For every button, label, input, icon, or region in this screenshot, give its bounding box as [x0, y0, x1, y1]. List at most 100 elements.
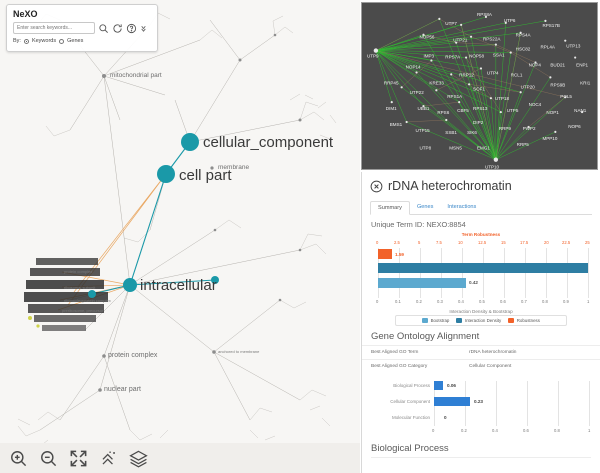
- gene-label-pol5: POL5: [560, 94, 572, 99]
- gene-label-bms1: BMS1: [390, 122, 403, 127]
- gene-edges-brown: [375, 18, 566, 160]
- term-detail-panel[interactable]: rDNA heterochromatin Summary Genes Inter…: [361, 172, 600, 473]
- search-icon[interactable]: [98, 23, 109, 34]
- go-alignment-chart: Biological Process 0.06 Cellular Compone…: [370, 379, 592, 441]
- gene-label-rps7a: RPS7A: [445, 55, 461, 60]
- filter-row[interactable]: By: Keywords Genes: [13, 38, 151, 44]
- gene-label-rrp9: RRP9: [499, 126, 512, 131]
- cluster-label-preribosome: preribosome, precursor: [62, 308, 104, 313]
- gene-interaction-network-panel[interactable]: UTP9 UTP10 RPS8A UTP6 UTP7 RPS17B NOP56 …: [361, 2, 598, 170]
- gene-label-nop4: NOP4: [529, 62, 542, 67]
- gene-label-ssb1: SSB1: [445, 130, 457, 135]
- radio-keywords-label: Keywords: [31, 38, 57, 44]
- gene-label-pwp2: PWP2: [523, 126, 536, 131]
- gene-label-imp3: IMP3: [423, 54, 434, 59]
- gene-label-nop6: NOP6: [568, 124, 581, 129]
- unique-term-id: Unique Term ID: NEXO:8854: [371, 220, 466, 229]
- gene-label-rcl1: RCL1: [511, 72, 523, 77]
- go-key-best-category: Best Aligned GO Category: [371, 364, 428, 369]
- tab-interactions[interactable]: Interactions: [447, 204, 477, 210]
- gridline: [589, 381, 590, 426]
- tree-small-nodes: [98, 33, 302, 392]
- tab-genes[interactable]: Genes: [416, 204, 434, 210]
- legend-item-bootstrap: Bootstrap: [422, 318, 449, 323]
- robustness-chart: Term Robustness 0 2.5 5 7.5 10 12.5 15 1…: [370, 232, 592, 314]
- gene-label-nop56: NOP56: [420, 35, 435, 40]
- bottom-tick: 1: [587, 299, 590, 304]
- gene-label-rps13: RPS13: [473, 106, 488, 111]
- go-key-best-term: Best Aligned GO Term: [371, 350, 419, 355]
- bar-robustness: [378, 249, 392, 259]
- legend-swatch-bootstrap: [422, 318, 429, 323]
- gene-label-utp9: UTP9: [367, 54, 379, 59]
- tree-highlight-edges-teal: [91, 141, 216, 295]
- gene-label-dip2: DIP2: [473, 120, 484, 125]
- fit-screen-icon[interactable]: [69, 449, 88, 468]
- gene-label-nop58: NOP58: [469, 54, 484, 59]
- zoom-in-icon[interactable]: [9, 449, 28, 468]
- legend-item-robustness: Robustness: [508, 318, 540, 323]
- close-circle-icon[interactable]: [370, 180, 383, 193]
- go-value-best-term: rDNA heterochromatin: [469, 350, 517, 355]
- gridline: [441, 248, 442, 298]
- legend-item-interaction-density: Interaction Density: [456, 318, 501, 323]
- tab-summary[interactable]: Summary: [370, 201, 410, 215]
- top-tick: 0: [376, 240, 379, 245]
- go-tick: 0: [432, 428, 435, 433]
- gene-label-rpl4a: RPL4A: [540, 45, 555, 50]
- gridline: [420, 248, 421, 298]
- gridline: [378, 248, 379, 298]
- zoom-out-icon[interactable]: [39, 449, 58, 468]
- gene-network-graph[interactable]: UTP9 UTP10 RPS8A UTP6 UTP7 RPS17B NOP56 …: [362, 3, 597, 170]
- bottom-tick: 0.5: [479, 299, 485, 304]
- gene-label-rps8a: RPS8A: [477, 12, 493, 17]
- bottom-tick: 0.8: [542, 299, 548, 304]
- collapse-all-icon[interactable]: [99, 449, 118, 468]
- search-card[interactable]: NeXO By: Keywords Genes: [6, 4, 158, 52]
- node-label-mitochondrial-part: mitochondrial part: [110, 72, 162, 79]
- search-row[interactable]: [13, 22, 151, 34]
- radio-genes-label: Genes: [67, 38, 84, 44]
- tree-toolbar[interactable]: [0, 443, 360, 473]
- go-tick: 1: [588, 428, 591, 433]
- app-title: NeXO: [13, 9, 38, 19]
- cluster-label-protein-complex: protein complex: [64, 269, 93, 274]
- ontology-tree-graph[interactable]: [0, 0, 360, 473]
- top-tick: 25: [585, 240, 590, 245]
- go-row-best-category: Best Aligned GO Category Cellular Compon…: [362, 359, 600, 373]
- gridline: [483, 248, 484, 298]
- go-cat-molecular-function: Molecular Function: [391, 415, 430, 420]
- radio-genes[interactable]: [59, 38, 65, 44]
- top-tick: 15: [501, 240, 506, 245]
- detail-tabs[interactable]: Summary Genes Interactions: [370, 201, 592, 215]
- gene-label-utp15: UTP15: [416, 128, 431, 133]
- go-val-cellular-component: 0.23: [474, 399, 483, 404]
- go-val-molecular-function: 0: [444, 415, 447, 420]
- go-tick: 0.4: [492, 428, 498, 433]
- gene-label-rps1a: RPS1A: [447, 94, 463, 99]
- gene-label-mpp10: MPP10: [542, 136, 557, 141]
- bottom-tick: 0.9: [563, 299, 569, 304]
- help-icon[interactable]: [126, 23, 137, 34]
- gridline: [527, 381, 528, 426]
- filter-by-label: By:: [13, 38, 21, 44]
- gene-label-sof1: SOF1: [473, 86, 485, 91]
- chart-legend: Bootstrap Interaction Density Robustness: [395, 315, 567, 326]
- bar-bootstrap: [378, 278, 466, 288]
- gene-label-utp4: UTP4: [487, 70, 499, 75]
- refresh-icon[interactable]: [112, 23, 123, 34]
- ontology-tree-panel[interactable]: cellular_component cell part intracellul…: [0, 0, 360, 473]
- gene-label-ssa1: SSA1: [493, 53, 505, 58]
- tree-fractal-branches: [17, 12, 337, 455]
- gridline: [462, 248, 463, 298]
- gene-edges-green-hub-utp10: [401, 18, 566, 160]
- layers-icon[interactable]: [129, 449, 148, 468]
- gridline: [525, 248, 526, 298]
- search-input[interactable]: [13, 22, 95, 34]
- bottom-tick: 0.2: [416, 299, 422, 304]
- gene-label-rps17b: RPS17B: [542, 23, 559, 28]
- bottom-tick: 0.6: [500, 299, 506, 304]
- collapse-icon[interactable]: [140, 24, 147, 33]
- radio-keywords[interactable]: [23, 38, 29, 44]
- gene-label-dim1: DIM1: [386, 106, 397, 111]
